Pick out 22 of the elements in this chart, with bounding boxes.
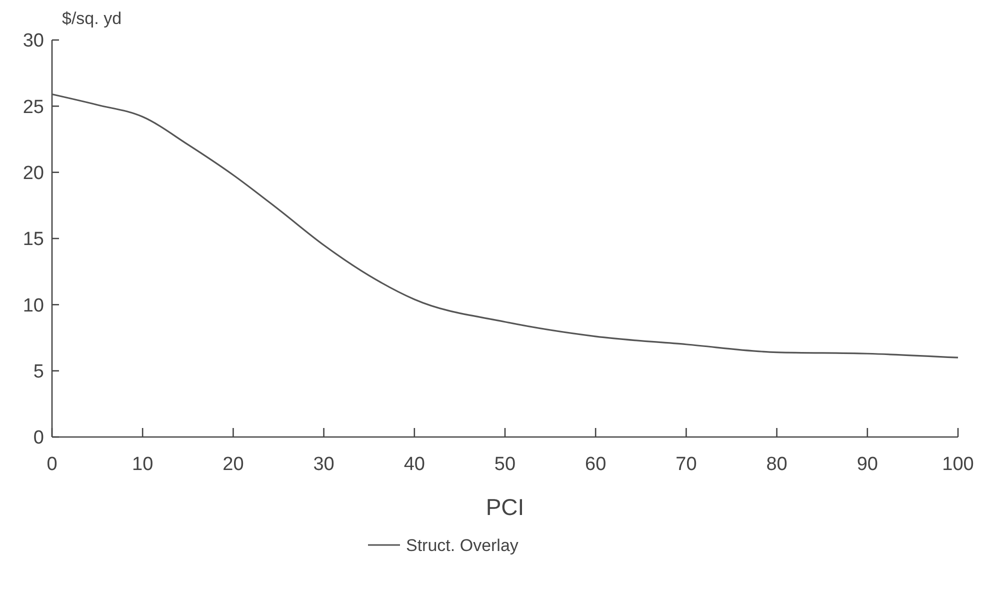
y-tick-label: 10 xyxy=(22,295,44,316)
x-axis-title: PCI xyxy=(486,494,524,520)
x-tick-label: 50 xyxy=(494,454,516,475)
y-tick-label: 20 xyxy=(22,162,44,184)
x-tick-label: 40 xyxy=(404,454,425,475)
legend-label: Struct. Overlay xyxy=(406,536,519,555)
y-axis-title: $/sq. yd xyxy=(62,9,122,28)
y-tick-label: 5 xyxy=(33,361,44,382)
x-tick-label: 0 xyxy=(46,454,58,475)
x-tick-label: 70 xyxy=(676,454,697,475)
y-tick-label: 30 xyxy=(22,30,44,52)
y-tick-label: 0 xyxy=(33,428,44,449)
x-tick-label: 80 xyxy=(766,454,788,475)
line-series xyxy=(51,93,959,358)
x-tick-label: 60 xyxy=(585,454,606,475)
y-tick-label: 25 xyxy=(22,96,44,118)
x-tick-label: 90 xyxy=(856,454,878,475)
x-tick-label: 10 xyxy=(132,454,154,475)
y-tick-label: 15 xyxy=(22,229,44,250)
x-tick-label: 20 xyxy=(222,454,244,475)
x-tick-label: 100 xyxy=(942,454,974,475)
x-tick-label: 30 xyxy=(313,454,334,475)
